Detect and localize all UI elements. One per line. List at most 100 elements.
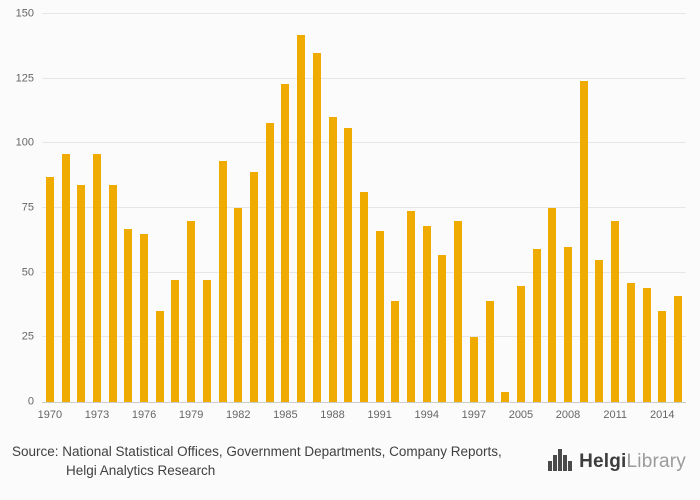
bar-1999[interactable]	[501, 391, 510, 402]
bar-slot	[623, 14, 639, 402]
bar-slot: 1973	[85, 14, 109, 421]
bar-slot: 1976	[132, 14, 156, 421]
bar-1979[interactable]	[187, 220, 196, 402]
bar-slot	[529, 14, 545, 402]
bar-slot	[356, 14, 372, 402]
bar-1996[interactable]	[454, 220, 463, 402]
bar-2007[interactable]	[548, 208, 557, 402]
bar-slot	[592, 14, 608, 402]
bar-1981[interactable]	[218, 161, 227, 402]
bar-1994[interactable]	[422, 226, 431, 402]
bar-2011[interactable]	[611, 220, 620, 402]
bar-2012[interactable]	[626, 283, 635, 402]
x-axis-tick-label: 1997	[461, 409, 487, 421]
source-note: Source: National Statistical Offices, Go…	[12, 442, 502, 480]
bar-slot	[450, 14, 466, 402]
bar-slot: 1985	[273, 14, 298, 421]
bar-1971[interactable]	[61, 153, 70, 402]
helgi-bars-icon	[547, 447, 573, 476]
brand-name-light: Library	[626, 450, 686, 472]
gridline	[42, 13, 686, 14]
bar-2005[interactable]	[516, 285, 525, 402]
y-axis-tick-label: 100	[15, 136, 34, 149]
brand-name-bold: Helgi	[579, 450, 627, 472]
brand-name: HelgiLibrary	[579, 451, 686, 473]
bar-slot	[246, 14, 262, 402]
bar-2010[interactable]	[595, 259, 604, 402]
bar-1986[interactable]	[297, 34, 306, 402]
bar-1977[interactable]	[155, 311, 164, 402]
bar-1985[interactable]	[281, 83, 290, 402]
bar-1970[interactable]	[45, 176, 54, 402]
bar-slot	[262, 14, 278, 402]
bar-slot	[73, 14, 89, 402]
bar-slot: 1988	[320, 14, 345, 421]
bar-1995[interactable]	[438, 254, 447, 402]
y-axis-tick-label: 75	[21, 201, 34, 214]
bar-1978[interactable]	[171, 280, 180, 402]
bar-1990[interactable]	[359, 192, 368, 402]
source-line-2: Helgi Analytics Research	[66, 463, 216, 478]
bar-1997[interactable]	[469, 337, 478, 402]
bar-1983[interactable]	[249, 171, 258, 402]
bar-1974[interactable]	[108, 184, 117, 402]
bar-1972[interactable]	[77, 184, 86, 402]
bar-1973[interactable]	[92, 153, 101, 402]
bar-slot	[340, 14, 356, 402]
bar-2014[interactable]	[658, 311, 667, 402]
bar-2006[interactable]	[532, 249, 541, 402]
bar-slot: 1982	[226, 14, 251, 421]
bar-2008[interactable]	[564, 246, 573, 402]
bars-container: 1970 1973 1976 1979 1982 1985 1988 1991 1994 1997…	[38, 14, 686, 421]
bar-1984[interactable]	[265, 122, 274, 402]
bar-1975[interactable]	[124, 228, 133, 402]
x-axis-tick-label: 2005	[508, 409, 534, 421]
bar-slot	[105, 14, 121, 402]
bar-1980[interactable]	[202, 280, 211, 402]
bar-1992[interactable]	[391, 301, 400, 402]
bar-1987[interactable]	[312, 52, 321, 402]
x-axis-tick-label: 1982	[226, 409, 251, 421]
x-axis-tick-label: 1985	[273, 409, 298, 421]
bar-1988[interactable]	[328, 117, 337, 402]
bar-1991[interactable]	[375, 231, 384, 402]
y-axis-tick-label: 0	[27, 395, 34, 408]
x-axis-tick-label: 1988	[320, 409, 345, 421]
y-axis-tick-label: 125	[15, 72, 34, 85]
bar-1993[interactable]	[407, 210, 416, 402]
bar-slot: 1994	[414, 14, 439, 421]
y-axis-tick-label: 150	[15, 7, 34, 20]
bar-slot	[293, 14, 309, 402]
bar-1989[interactable]	[344, 127, 353, 402]
bar-slot	[482, 14, 498, 402]
bar-slot: 2005	[509, 14, 533, 421]
bar-1976[interactable]	[140, 233, 149, 402]
bar-2015[interactable]	[673, 295, 682, 402]
bar-2013[interactable]	[642, 288, 651, 402]
bar-slot	[545, 14, 561, 402]
bar-slot	[435, 14, 451, 402]
bar-1982[interactable]	[234, 208, 243, 402]
gridline	[42, 142, 686, 144]
bar-slot	[309, 14, 325, 402]
x-axis-tick-label: 1976	[131, 409, 157, 421]
y-axis-tick-label: 50	[21, 266, 34, 279]
bar-slot	[215, 14, 231, 402]
source-line-1: Source: National Statistical Offices, Go…	[12, 444, 502, 459]
bar-slot: 1970	[38, 14, 62, 421]
bar-slot	[168, 14, 184, 402]
x-axis-tick-label: 1973	[84, 409, 110, 421]
bar-slot	[121, 14, 137, 402]
bar-1998[interactable]	[485, 301, 494, 402]
bar-slot: 2011	[603, 14, 627, 421]
x-axis-tick-label: 2011	[603, 409, 627, 421]
x-axis-tick-label: 1970	[37, 409, 63, 421]
bar-slot	[576, 14, 592, 402]
x-axis-tick-label: 1994	[414, 409, 439, 421]
x-axis-tick-label: 2008	[555, 409, 581, 421]
bar-slot: 2014	[650, 14, 675, 421]
bar-2009[interactable]	[579, 81, 588, 402]
bar-slot	[670, 14, 686, 402]
bar-slot	[403, 14, 419, 402]
